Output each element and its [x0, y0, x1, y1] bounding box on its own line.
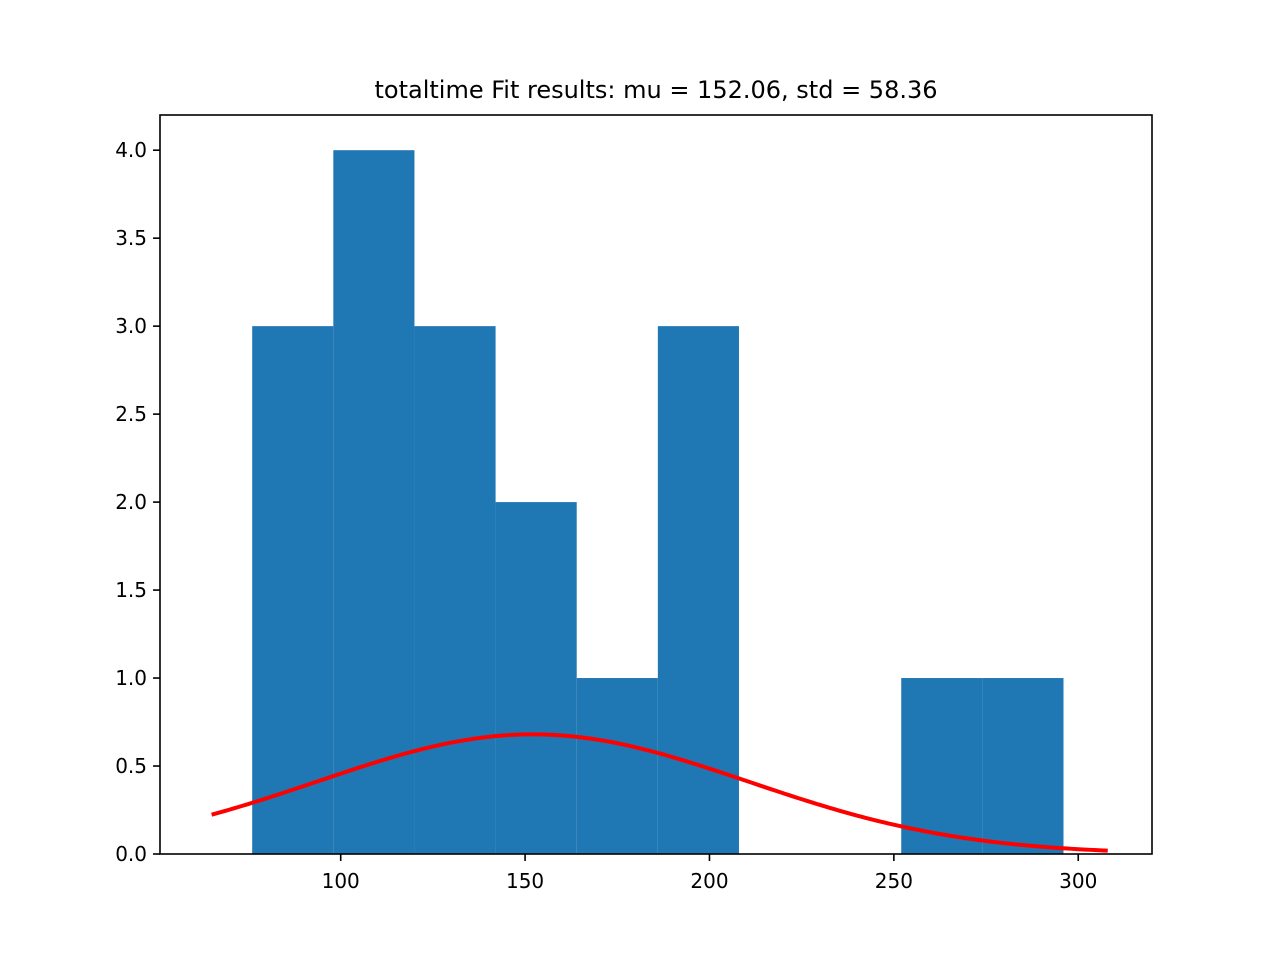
x-tick-label: 200	[690, 869, 728, 893]
x-axis: 100 150 200 250 300	[322, 854, 1097, 893]
histogram-bar	[576, 678, 658, 854]
y-tick-label: 0.0	[115, 842, 147, 866]
histogram-bar	[414, 326, 496, 855]
y-tick-label: 3.5	[115, 226, 147, 250]
y-tick-label: 2.0	[115, 490, 147, 514]
fit-curve-line	[211, 732, 1108, 853]
y-tick-label: 3.0	[115, 314, 147, 338]
histogram-bar	[982, 678, 1064, 854]
y-tick-label: 4.0	[115, 138, 147, 162]
histogram-bar	[333, 150, 415, 854]
y-tick-label: 1.5	[115, 578, 147, 602]
x-tick-label: 300	[1059, 869, 1097, 893]
chart-title: totaltime Fit results: mu = 152.06, std …	[374, 76, 937, 104]
x-tick-label: 250	[875, 869, 913, 893]
x-tick-label: 150	[506, 869, 544, 893]
axes-frame	[159, 114, 1153, 855]
histogram-bar	[252, 326, 334, 855]
y-axis: 0.0 0.5 1.0 1.5 2.0 2.5 3.0 3.5 4.0	[115, 138, 160, 866]
y-tick-label: 0.5	[115, 754, 147, 778]
histogram-bar	[901, 678, 983, 854]
histogram-bar	[495, 502, 577, 854]
histogram-bars	[252, 150, 1064, 855]
y-tick-label: 1.0	[115, 666, 147, 690]
x-tick-label: 100	[322, 869, 360, 893]
y-tick-label: 2.5	[115, 402, 147, 426]
